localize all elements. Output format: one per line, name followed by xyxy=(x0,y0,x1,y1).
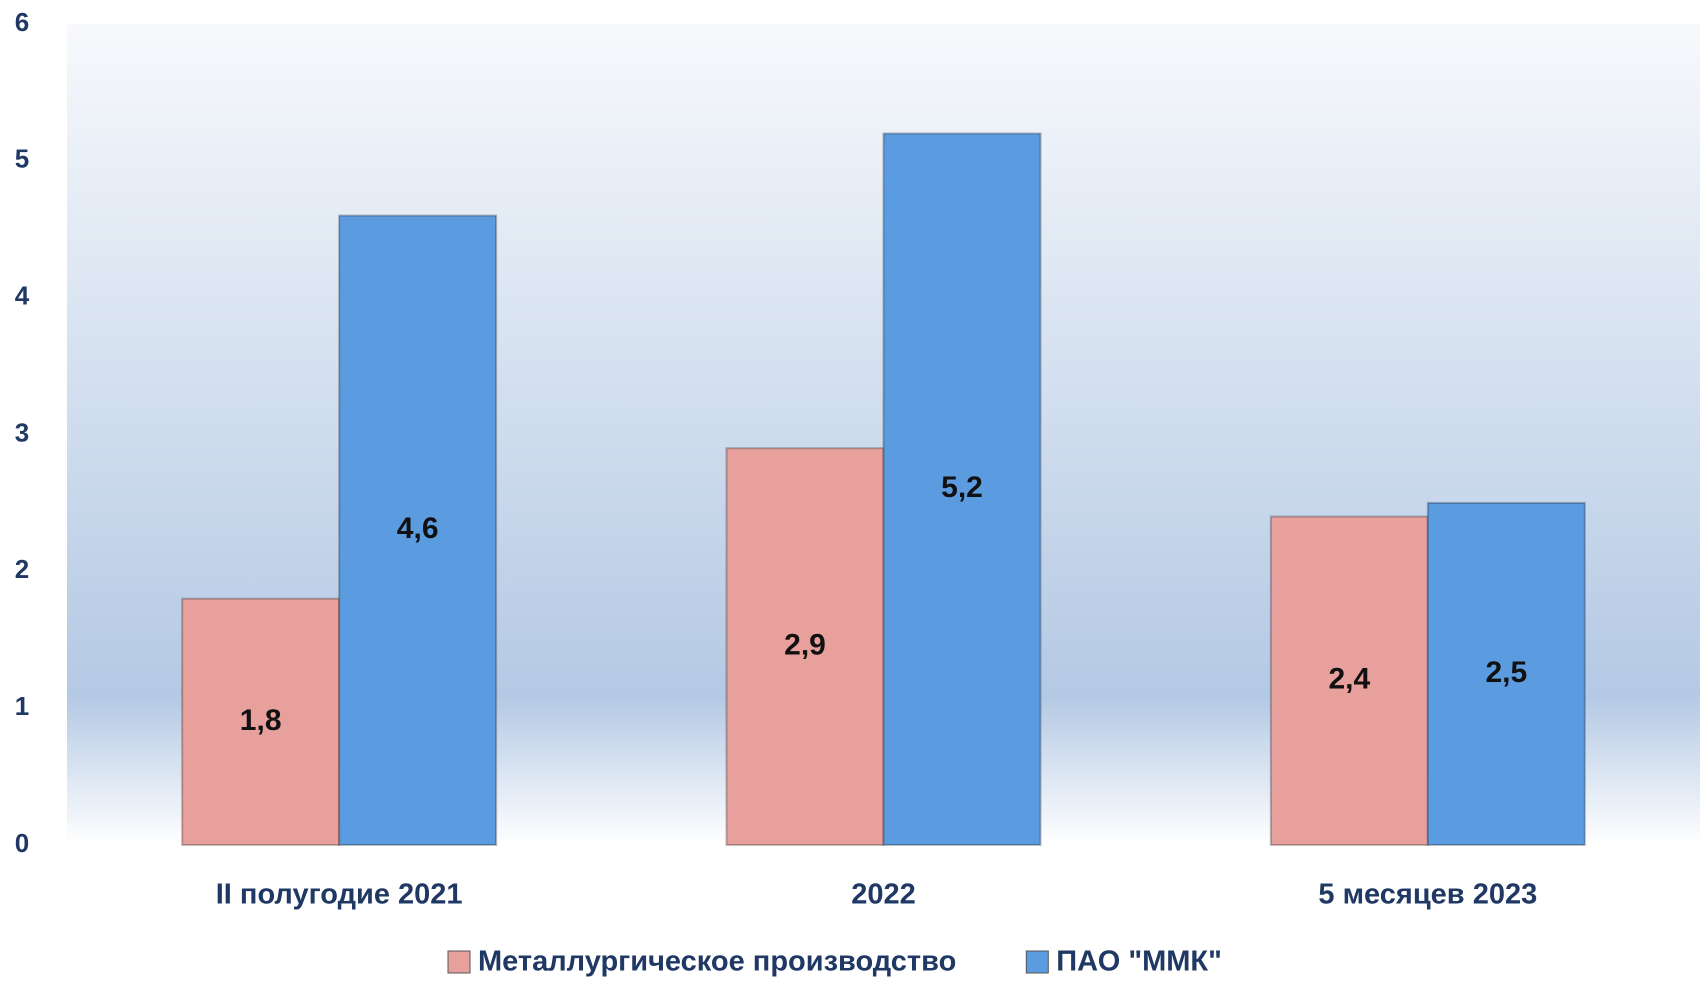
y-tick-label: 4 xyxy=(15,281,30,311)
y-tick-label: 5 xyxy=(15,144,29,174)
y-tick-label: 0 xyxy=(15,828,29,858)
bar xyxy=(882,132,1042,846)
y-tick-label: 3 xyxy=(15,417,29,447)
y-tick-label: 2 xyxy=(15,554,29,584)
value-label: 5,2 xyxy=(941,471,983,504)
bar xyxy=(181,597,341,847)
legend-swatch xyxy=(447,950,471,974)
value-label: 2,9 xyxy=(784,629,826,662)
legend-label: ПАО "ММК" xyxy=(1056,946,1222,978)
value-label: 2,4 xyxy=(1328,663,1370,696)
y-tick-label: 1 xyxy=(15,691,29,721)
value-label: 4,6 xyxy=(397,512,439,545)
bar xyxy=(725,447,885,846)
x-tick-label: 5 месяцев 2023 xyxy=(1318,879,1537,911)
value-label: 1,8 xyxy=(240,704,282,737)
bar xyxy=(338,214,498,847)
y-tick-label: 6 xyxy=(15,7,29,37)
legend-swatch xyxy=(1025,950,1049,974)
value-label: 2,5 xyxy=(1485,656,1527,689)
legend-label: Металлургическое производство xyxy=(478,946,956,978)
x-tick-label: II полугодие 2021 xyxy=(216,879,463,911)
x-tick-label: 2022 xyxy=(851,879,916,911)
bar xyxy=(1426,501,1586,846)
bar xyxy=(1269,515,1429,846)
